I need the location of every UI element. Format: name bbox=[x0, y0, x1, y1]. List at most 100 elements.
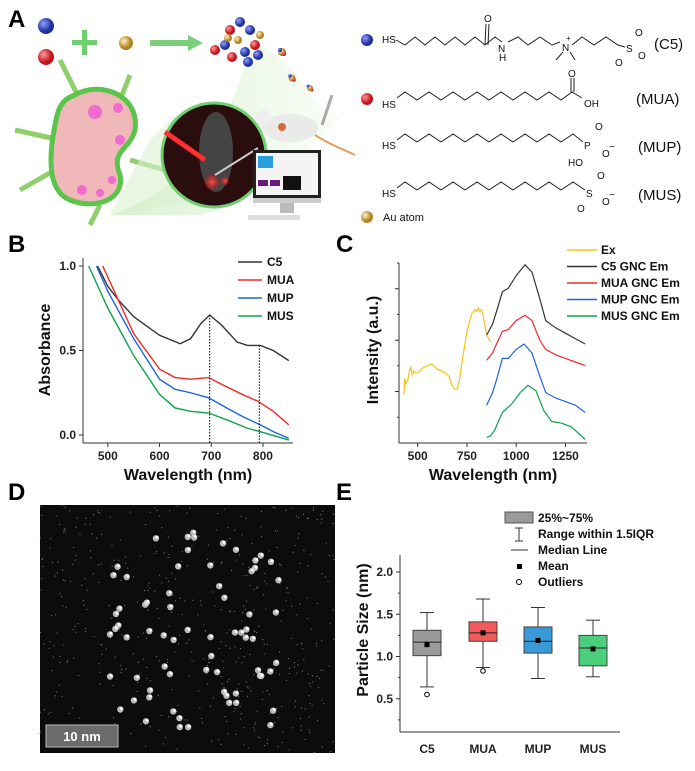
mua-sphere-icon bbox=[361, 93, 373, 105]
noise-speck bbox=[114, 656, 116, 658]
noise-speck bbox=[223, 687, 225, 689]
noise-speck bbox=[282, 609, 284, 611]
x-tick-label: MUP bbox=[525, 742, 552, 756]
noise-speck bbox=[54, 614, 57, 616]
panel-label-c: C bbox=[336, 231, 353, 258]
nanoparticle-core bbox=[209, 562, 213, 566]
noise-speck bbox=[112, 684, 114, 687]
noise-speck bbox=[266, 583, 268, 585]
noise-speck bbox=[63, 529, 65, 531]
noise-speck bbox=[292, 551, 294, 553]
y-tick-label: 0.5 bbox=[376, 692, 393, 706]
x-tick-label: MUS bbox=[580, 742, 607, 756]
noise-speck bbox=[58, 684, 60, 686]
noise-speck bbox=[41, 514, 43, 516]
noise-speck bbox=[64, 580, 66, 582]
small-cluster bbox=[288, 74, 292, 78]
noise-speck bbox=[256, 632, 258, 634]
cluster-atom bbox=[210, 45, 220, 55]
noise-speck bbox=[111, 565, 113, 567]
noise-speck bbox=[214, 605, 216, 607]
gold-nanocluster-icon bbox=[210, 17, 314, 92]
atom-label: O bbox=[615, 58, 623, 69]
noise-speck bbox=[120, 579, 122, 581]
noise-speck bbox=[146, 677, 148, 679]
nanoparticle-core bbox=[210, 653, 214, 657]
atom-label: O bbox=[577, 204, 585, 215]
small-cluster bbox=[310, 88, 314, 92]
nanoparticle-core bbox=[117, 564, 121, 568]
noise-speck bbox=[145, 666, 148, 668]
noise-speck bbox=[213, 561, 215, 563]
noise-speck bbox=[223, 666, 225, 669]
atom-label: HS bbox=[382, 141, 396, 152]
noise-speck bbox=[181, 560, 183, 562]
noise-speck bbox=[233, 711, 235, 713]
noise-speck bbox=[174, 651, 176, 653]
noise-speck bbox=[304, 738, 306, 741]
noise-speck bbox=[179, 597, 182, 599]
legend-label: Ex bbox=[601, 243, 616, 257]
noise-speck bbox=[89, 550, 92, 552]
noise-speck bbox=[64, 531, 67, 533]
noise-speck bbox=[181, 613, 183, 616]
outlier-mua bbox=[480, 668, 486, 674]
nanoparticle-core bbox=[169, 604, 173, 608]
noise-speck bbox=[86, 589, 88, 591]
noise-speck bbox=[154, 507, 156, 509]
nanoparticle-core bbox=[179, 724, 183, 728]
noise-speck bbox=[235, 559, 238, 561]
noise-speck bbox=[309, 702, 311, 705]
noise-speck bbox=[41, 558, 43, 561]
ligand-mus: HS S O O O − (MUS) bbox=[382, 171, 681, 215]
noise-speck bbox=[124, 556, 126, 558]
noise-speck bbox=[260, 536, 263, 538]
series-line-mup-gnc-em bbox=[486, 343, 586, 413]
noise-speck bbox=[269, 712, 271, 715]
noise-speck bbox=[308, 716, 310, 718]
noise-speck bbox=[253, 630, 255, 632]
nanoparticle-core bbox=[228, 700, 232, 704]
noise-speck bbox=[296, 672, 298, 674]
noise-speck bbox=[121, 669, 123, 671]
noise-speck bbox=[105, 648, 107, 650]
noise-speck bbox=[91, 533, 93, 535]
noise-speck bbox=[250, 690, 252, 692]
atom-label: P bbox=[584, 141, 591, 152]
noise-speck bbox=[224, 716, 226, 718]
atom-label: O bbox=[602, 197, 610, 208]
nanoparticle-core bbox=[177, 563, 181, 567]
noise-speck bbox=[120, 671, 122, 674]
x-tick-label: 500 bbox=[98, 449, 118, 463]
noise-speck bbox=[309, 731, 311, 734]
legend-box-swatch bbox=[504, 511, 534, 524]
legend-label: MUA bbox=[267, 273, 295, 287]
nanoparticle-core bbox=[168, 590, 172, 594]
noise-speck bbox=[328, 665, 330, 667]
noise-speck bbox=[240, 718, 242, 720]
nanoparticle-core bbox=[146, 600, 150, 604]
noise-speck bbox=[212, 697, 215, 699]
noise-speck bbox=[310, 628, 312, 630]
noise-speck bbox=[191, 660, 193, 662]
noise-speck bbox=[307, 673, 310, 675]
noise-speck bbox=[322, 510, 324, 512]
noise-speck bbox=[299, 603, 301, 605]
noise-speck bbox=[144, 524, 147, 526]
cluster-atom bbox=[253, 50, 263, 60]
noise-speck bbox=[89, 523, 91, 525]
noise-speck bbox=[215, 529, 217, 531]
noise-speck bbox=[318, 687, 320, 689]
noise-speck bbox=[139, 555, 142, 557]
noise-speck bbox=[329, 622, 331, 624]
mua-ligand-sphere-icon bbox=[38, 49, 54, 65]
noise-speck bbox=[118, 629, 120, 631]
noise-speck bbox=[324, 576, 326, 578]
noise-speck bbox=[117, 559, 120, 561]
noise-speck bbox=[50, 711, 52, 713]
noise-speck bbox=[274, 530, 277, 532]
noise-speck bbox=[66, 661, 68, 663]
atom-label: N bbox=[498, 44, 505, 55]
noise-speck bbox=[209, 705, 211, 707]
